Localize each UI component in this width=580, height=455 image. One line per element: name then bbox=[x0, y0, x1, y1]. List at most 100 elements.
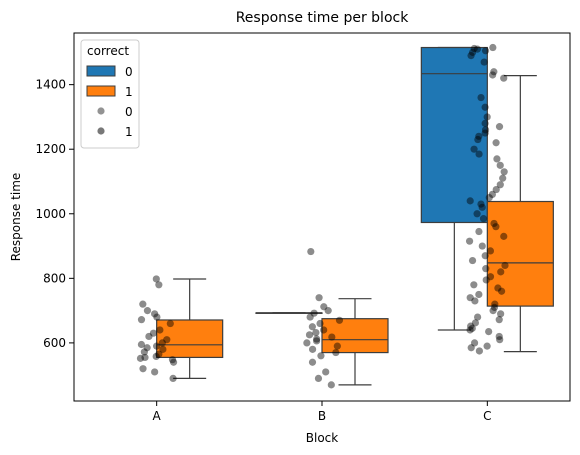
data-point-A bbox=[169, 374, 177, 383]
x-tick-label: B bbox=[318, 409, 326, 423]
data-point-C bbox=[489, 71, 497, 79]
data-point-C bbox=[486, 273, 495, 281]
y-tick-label: 600 bbox=[43, 336, 66, 350]
data-point-B bbox=[335, 316, 344, 324]
data-point-C bbox=[486, 247, 495, 255]
x-axis-title: Block bbox=[306, 431, 339, 445]
box-body bbox=[486, 200, 554, 307]
data-point-A bbox=[143, 344, 151, 352]
data-point-C bbox=[496, 181, 504, 189]
data-point-C bbox=[468, 324, 476, 332]
box-B-hue-0 bbox=[255, 312, 323, 314]
data-point-C bbox=[477, 200, 485, 208]
data-point-C bbox=[478, 203, 486, 211]
data-point-B bbox=[314, 374, 323, 383]
data-point-B bbox=[307, 247, 315, 256]
data-point-B bbox=[315, 294, 323, 302]
data-point-B bbox=[308, 345, 317, 353]
box-C-hue-1 bbox=[486, 75, 554, 353]
box-A-hue-1 bbox=[156, 278, 224, 380]
data-point-C bbox=[500, 74, 508, 82]
data-point-A bbox=[156, 326, 164, 334]
y-axis: 600 800 1000 1200 1400 bbox=[35, 78, 74, 350]
data-point-B bbox=[320, 326, 328, 334]
data-point-C bbox=[493, 155, 501, 163]
data-point-C bbox=[499, 174, 507, 182]
data-point-C bbox=[492, 185, 500, 194]
data-point-B bbox=[320, 303, 328, 311]
data-point-A bbox=[152, 352, 160, 361]
data-point-B bbox=[313, 337, 321, 345]
data-point-C bbox=[490, 68, 498, 76]
data-point-A bbox=[163, 336, 171, 344]
data-point-C bbox=[481, 47, 490, 55]
data-point-C bbox=[481, 119, 489, 127]
data-point-C bbox=[480, 58, 488, 66]
data-point-C bbox=[482, 276, 490, 284]
data-point-A bbox=[158, 339, 166, 347]
data-point-A bbox=[151, 310, 159, 318]
data-point-C bbox=[490, 219, 498, 228]
data-point-C bbox=[466, 326, 474, 334]
data-point-B bbox=[324, 307, 332, 315]
data-point-C bbox=[479, 215, 488, 223]
data-point-C bbox=[495, 123, 504, 131]
data-point-C bbox=[500, 168, 508, 176]
legend: correct 0 1 0 1 bbox=[80, 39, 140, 149]
box-B-hue-1 bbox=[321, 298, 389, 386]
data-point-B bbox=[317, 352, 325, 360]
data-point-A bbox=[168, 356, 177, 364]
data-point-B bbox=[332, 348, 340, 357]
data-point-B bbox=[313, 335, 321, 343]
box-body bbox=[321, 318, 389, 354]
data-point-C bbox=[500, 232, 508, 240]
data-point-A bbox=[153, 342, 161, 350]
y-tick-label: 1000 bbox=[35, 207, 66, 221]
data-point-A bbox=[140, 348, 148, 356]
data-point-C bbox=[497, 268, 505, 276]
points-layer bbox=[136, 43, 509, 389]
data-point-B bbox=[328, 333, 336, 341]
data-point-C bbox=[470, 145, 478, 153]
data-point-A bbox=[139, 365, 147, 373]
data-point-C bbox=[470, 339, 479, 347]
box-body bbox=[156, 319, 224, 359]
data-point-C bbox=[481, 126, 490, 134]
data-point-C bbox=[481, 103, 489, 111]
data-point-C bbox=[465, 237, 474, 245]
data-point-B bbox=[308, 323, 316, 331]
data-point-B bbox=[305, 331, 314, 339]
data-point-A bbox=[151, 368, 159, 376]
box-body bbox=[420, 46, 488, 224]
data-point-B bbox=[310, 309, 318, 317]
data-point-C bbox=[468, 48, 477, 56]
data-point-C bbox=[492, 139, 500, 147]
data-point-A bbox=[149, 329, 158, 337]
y-tick-label: 1200 bbox=[35, 142, 66, 156]
data-point-C bbox=[501, 261, 509, 270]
data-point-C bbox=[473, 45, 481, 53]
data-point-C bbox=[468, 256, 477, 265]
data-point-A bbox=[155, 350, 163, 358]
data-point-C bbox=[495, 332, 503, 341]
data-point-C bbox=[475, 290, 483, 299]
data-point-C bbox=[483, 113, 491, 121]
data-point-A bbox=[166, 319, 174, 328]
data-point-C bbox=[495, 316, 503, 324]
data-point-C bbox=[475, 227, 483, 236]
data-point-C bbox=[466, 294, 474, 302]
legend-entry-label: 1 bbox=[125, 125, 133, 139]
data-point-A bbox=[155, 281, 163, 289]
y-tick-label: 800 bbox=[43, 271, 66, 285]
data-point-C bbox=[483, 342, 491, 350]
data-point-C bbox=[497, 310, 505, 318]
data-point-C bbox=[474, 135, 482, 144]
data-point-C bbox=[475, 150, 483, 158]
y-axis-title: Response time bbox=[9, 173, 23, 262]
x-tick-label: C bbox=[483, 409, 491, 423]
data-point-B bbox=[312, 328, 320, 337]
data-point-C bbox=[496, 161, 504, 169]
data-point-B bbox=[308, 358, 317, 366]
data-point-C bbox=[485, 194, 493, 202]
